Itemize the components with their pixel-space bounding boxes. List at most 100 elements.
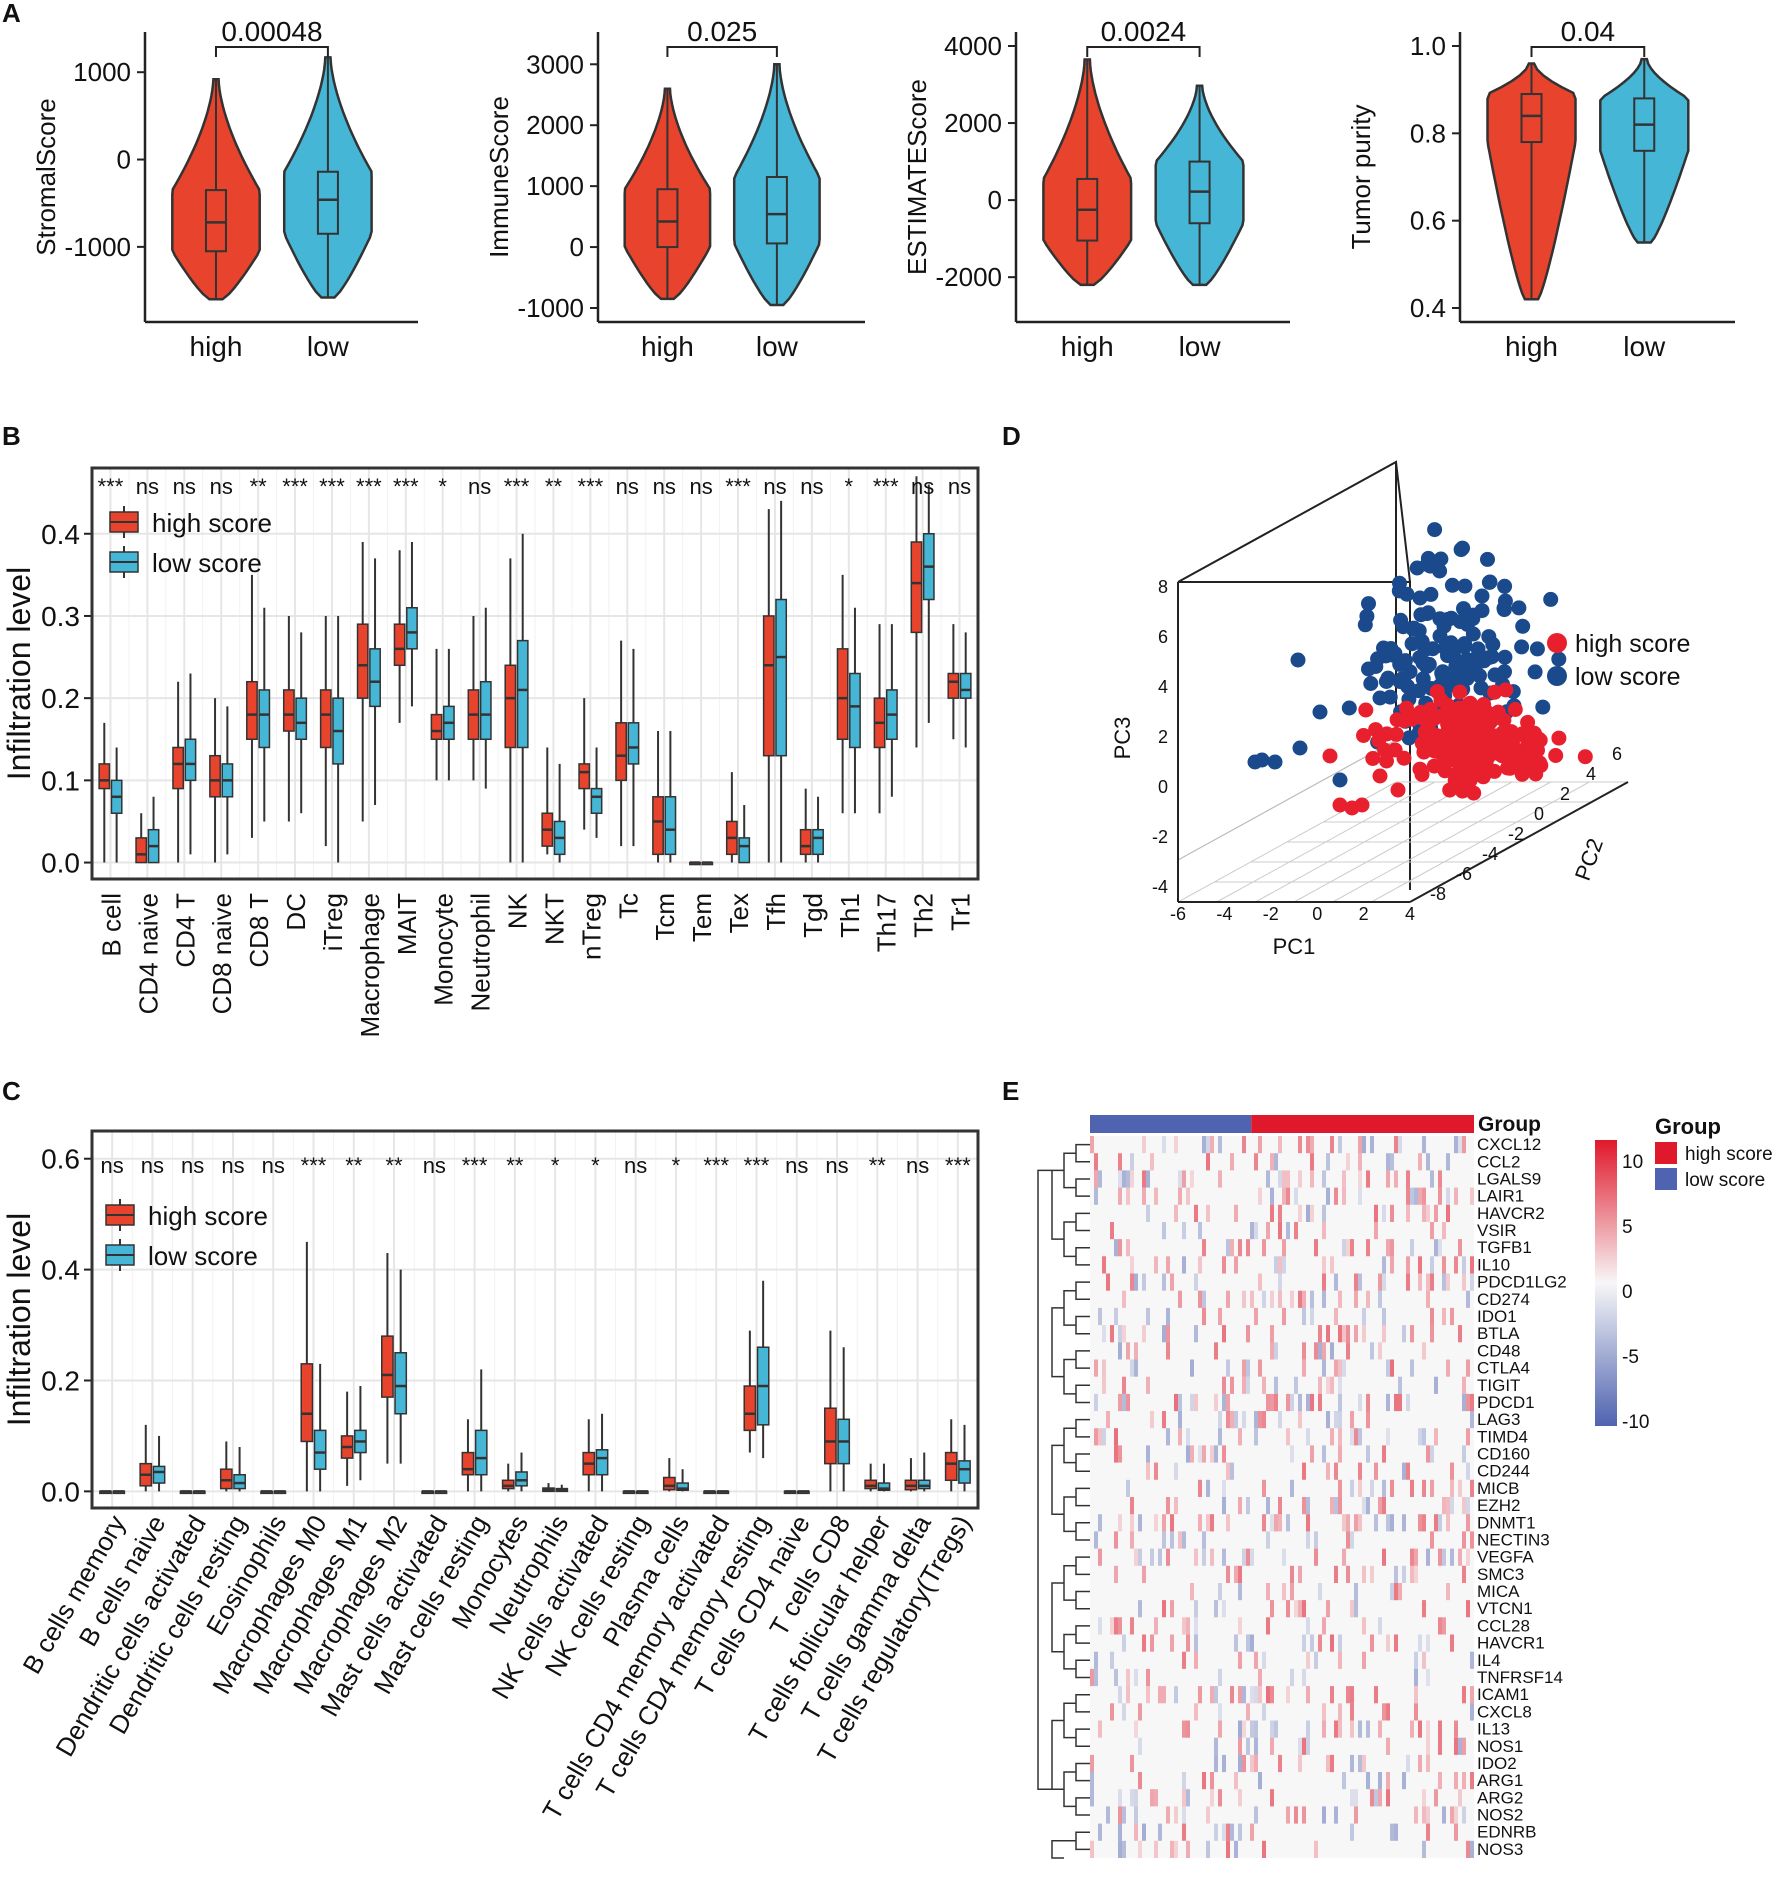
pca-point-high-score [1422,701,1438,717]
heat-cell [1282,1170,1286,1188]
heat-cell [1398,1583,1402,1601]
gene-label: CD160 [1477,1445,1530,1464]
heat-cell [1366,1411,1370,1429]
panel-label-c: C [2,1076,21,1106]
heat-cell [1382,1204,1386,1222]
heat-cell [1334,1565,1338,1583]
heat-cell [1418,1153,1422,1171]
heat-cell [1354,1583,1358,1601]
heat-cell [1350,1600,1354,1618]
heat-cell [1234,1204,1238,1222]
heat-cell [1318,1393,1322,1412]
heat-cell [1214,1686,1218,1704]
significance-label: ns [262,1153,285,1178]
heat-cell [1338,1479,1342,1497]
heat-cell [1426,1668,1430,1687]
significance-label: * [591,1153,600,1178]
significance-label: *** [462,1153,488,1178]
heat-cell [1386,1634,1390,1652]
heat-cell [1182,1772,1186,1790]
heat-cell [1270,1153,1274,1171]
heat-cell [1338,1651,1342,1669]
heat-cell [1294,1222,1298,1240]
heat-cell [1430,1273,1434,1291]
panel-e-heatmap: GroupCXCL12CCL2LGALS9LAIR1HAVCR2VSIRTGFB… [1037,1113,1773,1859]
heat-cell [1138,1514,1142,1532]
heat-cell [1146,1445,1150,1463]
heat-cell [1362,1325,1366,1343]
heat-cell [1362,1136,1366,1154]
plot-frame [90,1129,980,1510]
heat-cell [1222,1393,1226,1412]
heat-cell [1390,1479,1394,1497]
heat-cell [1466,1359,1470,1377]
heat-cell [1306,1204,1310,1222]
heat-cell [1246,1239,1250,1257]
heat-cell [1394,1136,1398,1154]
heat-cell [1270,1720,1274,1738]
heat-cell [1462,1772,1466,1790]
heat-cell [1238,1737,1242,1755]
heat-cell [1334,1806,1338,1824]
x-tick-label: nTreg [576,893,606,960]
heat-cell [1318,1325,1322,1343]
heat-cell [1458,1737,1462,1755]
box-0-2 [172,746,185,790]
heat-cell [1234,1772,1238,1790]
heat-cell [1330,1497,1334,1515]
box-0-15 [652,796,664,856]
heat-cell [1406,1187,1410,1205]
heat-cell [1118,1153,1122,1171]
box-0-18 [824,1407,837,1465]
heat-cell [1334,1497,1338,1515]
heat-cell [1122,1170,1126,1188]
heat-cell [1382,1548,1386,1566]
heat-cell [1334,1411,1338,1429]
heat-cell [1094,1428,1098,1446]
heat-cell [1426,1720,1430,1738]
pca-point-high-score [1412,761,1428,777]
heat-cell [1466,1497,1470,1515]
heat-cell [1158,1823,1162,1841]
heat-cell [1170,1840,1174,1858]
heat-cell [1306,1136,1310,1154]
pca-point-low-score [1445,647,1461,663]
box-1-9 [474,1429,488,1476]
heat-cell [1166,1325,1170,1343]
heat-cell [1238,1754,1242,1773]
heat-cell [1274,1153,1278,1171]
z-tick-label: 8 [1158,577,1168,597]
pca-point-high-score [1496,712,1512,728]
heat-cell [1374,1462,1378,1480]
heat-cell [1246,1703,1250,1721]
heat-cell [1354,1600,1358,1618]
pca-point-high-score [1452,684,1468,700]
x-tick-label: Tem [687,893,717,942]
heat-cell [1358,1273,1362,1291]
heat-cell [1390,1514,1394,1532]
gene-label: NOS3 [1477,1840,1523,1859]
heat-cell [1130,1170,1134,1188]
panel-label-d: D [1002,421,1021,451]
pca-point-low-score [1497,578,1513,594]
heat-cell [1234,1634,1238,1652]
heat-cell [1262,1703,1266,1721]
significance-label: ** [869,1153,887,1178]
heat-cell [1346,1342,1350,1360]
pca-point-low-score [1459,657,1475,673]
box-0-19 [864,1479,878,1490]
heat-cell [1202,1548,1206,1566]
heat-cell [1146,1307,1150,1326]
row-dendrogram [1037,1143,1090,1859]
heat-cell [1242,1548,1246,1566]
pca-point-high-score [1416,744,1432,760]
heat-cell [1282,1583,1286,1601]
significance-label: *** [873,474,899,499]
heat-cell [1094,1393,1098,1412]
heat-cell [1382,1703,1386,1721]
heat-cell [1118,1170,1122,1188]
heat-cell [1410,1479,1414,1497]
heat-cell [1094,1359,1098,1377]
heat-cell [1150,1634,1154,1652]
heat-cell [1446,1273,1450,1291]
